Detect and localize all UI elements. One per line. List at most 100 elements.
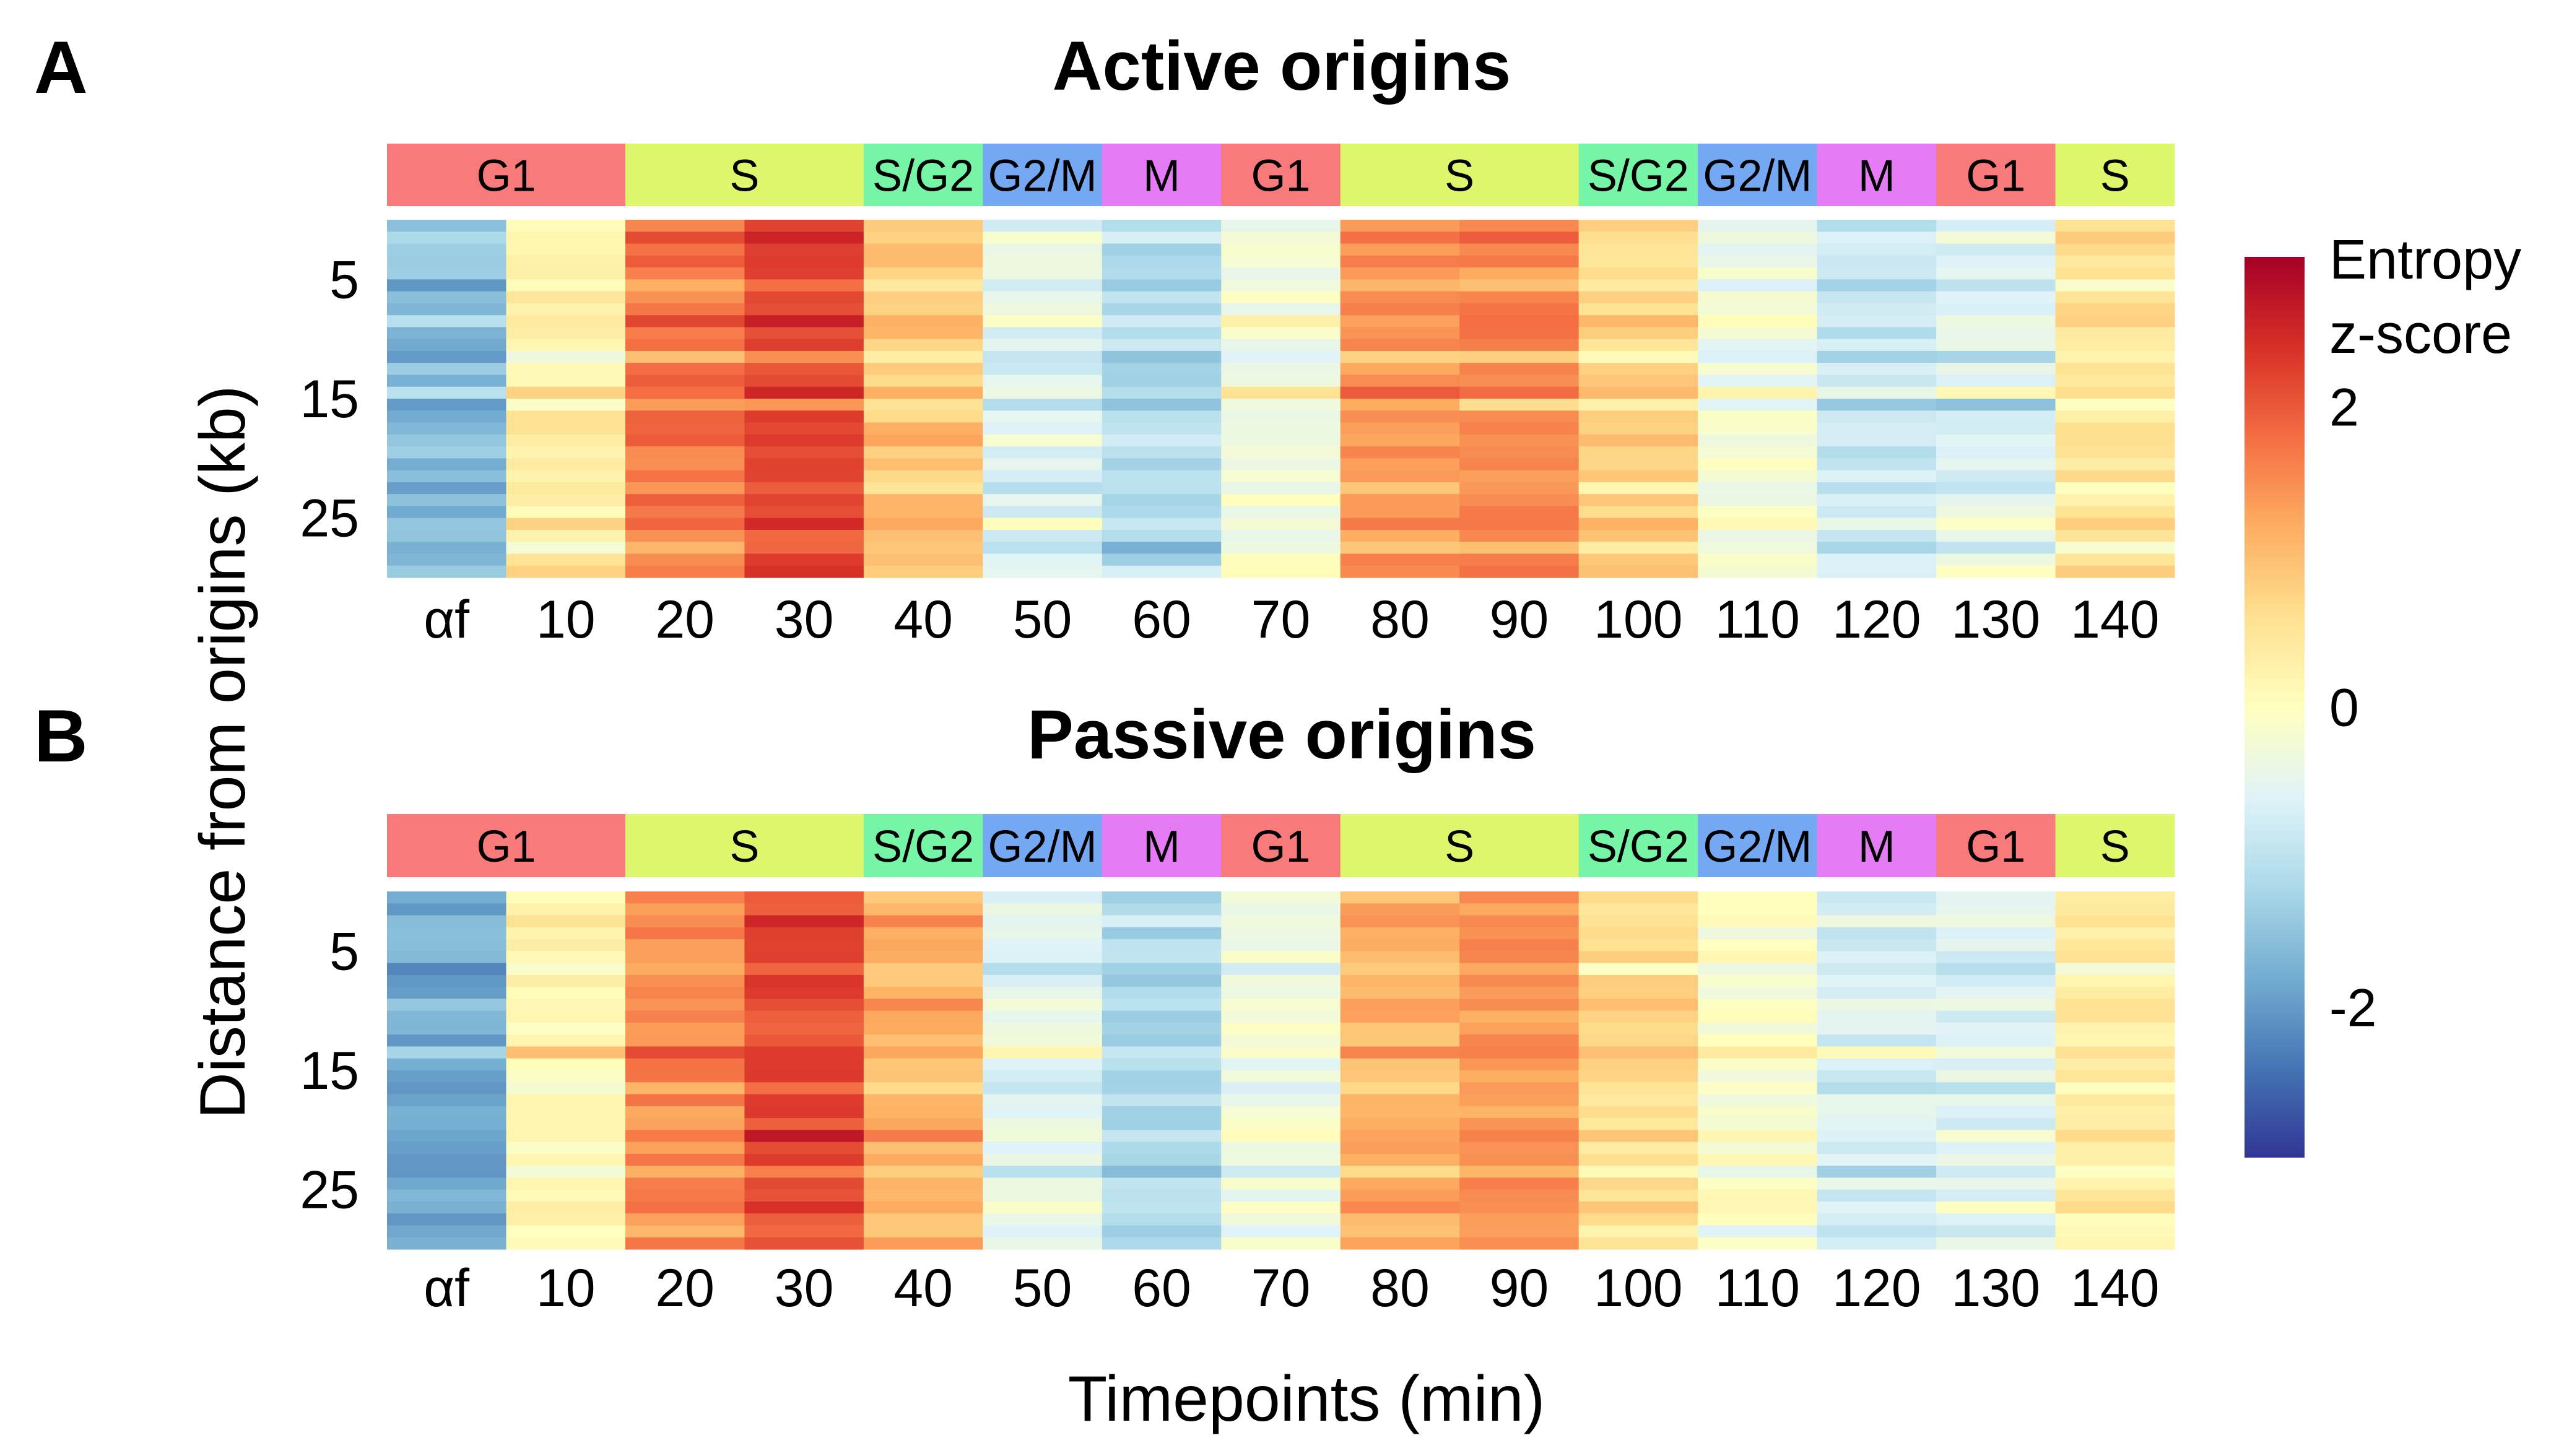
heatmap-cell bbox=[1578, 446, 1698, 459]
heatmap-cell bbox=[1102, 963, 1222, 976]
heatmap-cell bbox=[1817, 279, 1937, 292]
heatmap-cell bbox=[744, 1118, 864, 1130]
heatmap-cell bbox=[863, 279, 983, 292]
x-tick-label: 130 bbox=[1952, 590, 2041, 649]
phase-segment bbox=[863, 814, 983, 877]
heatmap-cell bbox=[1698, 375, 1818, 388]
x-tick-label: 20 bbox=[655, 1259, 715, 1318]
heatmap-cell bbox=[1340, 422, 1460, 435]
heatmap-cell bbox=[1817, 267, 1937, 280]
heatmap-cell bbox=[1459, 1142, 1580, 1155]
heatmap-cell bbox=[2055, 999, 2175, 1012]
heatmap-cell bbox=[744, 339, 864, 352]
heatmap-cell bbox=[1102, 399, 1222, 411]
heatmap-cell bbox=[1698, 987, 1818, 999]
heatmap-cell bbox=[1340, 1070, 1460, 1083]
heatmap-cell bbox=[983, 267, 1103, 280]
heatmap-cell bbox=[1698, 386, 1818, 399]
phase-segment bbox=[387, 814, 626, 877]
colorbar-tick-label: -2 bbox=[2329, 979, 2376, 1038]
heatmap-cell bbox=[625, 565, 745, 578]
heatmap-cell bbox=[1221, 386, 1341, 399]
x-tick-label: 70 bbox=[1251, 590, 1311, 649]
heatmap-cell bbox=[1102, 1142, 1222, 1155]
heatmap-cell bbox=[1459, 410, 1580, 423]
phase-segment bbox=[625, 144, 864, 206]
heatmap-cell bbox=[387, 279, 507, 292]
heatmap-cell bbox=[1817, 974, 1937, 987]
heatmap-cell bbox=[1578, 375, 1698, 388]
heatmap-cell bbox=[1698, 542, 1818, 555]
heatmap-cell bbox=[1221, 1022, 1341, 1035]
heatmap-cell bbox=[1578, 518, 1698, 531]
heatmap-cell bbox=[625, 1153, 745, 1166]
heatmap-cell bbox=[863, 482, 983, 495]
heatmap-cell bbox=[983, 1022, 1103, 1035]
heatmap-cell bbox=[1698, 255, 1818, 268]
heatmap-cell bbox=[2055, 1237, 2175, 1250]
heatmap-cell bbox=[983, 1142, 1103, 1155]
phase-label: G2/M bbox=[988, 152, 1097, 201]
heatmap-cell bbox=[983, 422, 1103, 435]
heatmap-cell bbox=[387, 542, 507, 555]
heatmap-cell bbox=[1817, 529, 1937, 542]
heatmap-cell bbox=[506, 446, 626, 459]
heatmap-cell bbox=[1936, 470, 2056, 483]
heatmap-cell bbox=[1102, 974, 1222, 987]
heatmap-cell bbox=[387, 327, 507, 340]
phase-segment bbox=[983, 814, 1103, 877]
heatmap-cell bbox=[2055, 903, 2175, 916]
heatmap-cell bbox=[1459, 903, 1580, 916]
heatmap-cell bbox=[863, 927, 983, 940]
heatmap-cell bbox=[387, 506, 507, 519]
x-tick-label: 140 bbox=[2071, 590, 2160, 649]
heatmap-cell bbox=[625, 482, 745, 495]
y-tick-label: 25 bbox=[300, 489, 359, 548]
heatmap-cell bbox=[1221, 974, 1341, 987]
heatmap-cell bbox=[1102, 1046, 1222, 1059]
heatmap-cell bbox=[863, 963, 983, 976]
heatmap-cell bbox=[387, 232, 507, 245]
heatmap-cell bbox=[744, 506, 864, 519]
heatmap-cell bbox=[1221, 1106, 1341, 1119]
heatmap-cell bbox=[1698, 1094, 1818, 1107]
heatmap-cell bbox=[1340, 327, 1460, 340]
heatmap-cell bbox=[1817, 446, 1937, 459]
heatmap-cell bbox=[1221, 458, 1341, 471]
phase-label: G1 bbox=[1251, 152, 1310, 201]
heatmap-cell bbox=[1698, 1058, 1818, 1071]
heatmap-cell bbox=[1578, 1046, 1698, 1059]
heatmap-cell bbox=[1936, 255, 2056, 268]
heatmap-cell bbox=[863, 1034, 983, 1047]
heatmap-cell bbox=[863, 1130, 983, 1143]
heatmap-cell bbox=[1221, 446, 1341, 459]
heatmap-cell bbox=[983, 1070, 1103, 1083]
heatmap-cell bbox=[744, 1034, 864, 1047]
heatmap-cell bbox=[1698, 518, 1818, 531]
heatmap-cell bbox=[1817, 1118, 1937, 1130]
heatmap-cell bbox=[983, 291, 1103, 304]
heatmap-cell bbox=[1936, 1106, 2056, 1119]
heatmap-cell bbox=[1459, 458, 1580, 471]
heatmap-cell bbox=[983, 350, 1103, 363]
heatmap-cell bbox=[1817, 553, 1937, 566]
heatmap-cell bbox=[1221, 565, 1341, 578]
heatmap-cell bbox=[1698, 1070, 1818, 1083]
heatmap-cell bbox=[1698, 267, 1818, 280]
heatmap-cell bbox=[1459, 1189, 1580, 1202]
heatmap-cell bbox=[1698, 315, 1818, 327]
heatmap-cell bbox=[1459, 350, 1580, 363]
heatmap-cell bbox=[506, 542, 626, 555]
heatmap-cell bbox=[1221, 1010, 1341, 1023]
heatmap-cell bbox=[1578, 1142, 1698, 1155]
phase-segment bbox=[1340, 814, 1580, 877]
heatmap-cell bbox=[2055, 410, 2175, 423]
heatmap-cell bbox=[1578, 386, 1698, 399]
heatmap-cell bbox=[1340, 232, 1460, 245]
heatmap-cell bbox=[2055, 494, 2175, 506]
heatmap-cell bbox=[506, 1225, 626, 1238]
heatmap-cell bbox=[625, 987, 745, 999]
heatmap-cell bbox=[1221, 1118, 1341, 1130]
heatmap-cell bbox=[863, 529, 983, 542]
heatmap-cell bbox=[1817, 963, 1937, 976]
